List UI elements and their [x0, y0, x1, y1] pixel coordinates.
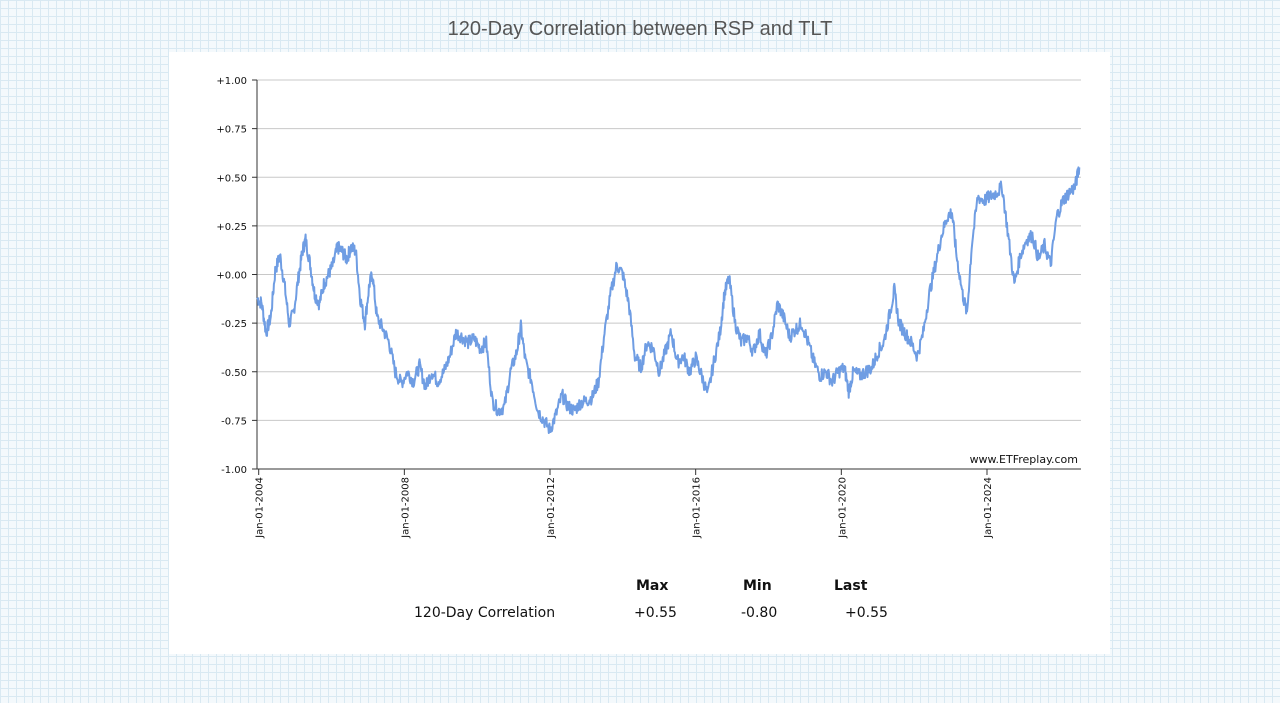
- y-tick-label: +0.50: [216, 173, 247, 184]
- y-tick-label: -0.25: [221, 319, 247, 330]
- summary-value-last: +0.55: [845, 605, 888, 621]
- x-tick-label: Jan-01-2004: [255, 477, 266, 539]
- x-tick-label: Jan-01-2008: [400, 477, 411, 539]
- x-tick-label: Jan-01-2020: [837, 477, 848, 539]
- y-tick-label: +1.00: [216, 76, 247, 87]
- y-tick-label: +0.00: [216, 271, 247, 282]
- series-line-120-day-correlation: [256, 166, 1081, 434]
- x-tick-label: Jan-01-2016: [692, 477, 703, 539]
- chart-card: +1.00 +0.75 +0.50 +0.25 +0.00 -0.25 -0.50 -0.75…: [169, 52, 1110, 654]
- y-tick-label: +0.25: [216, 222, 247, 233]
- summary-header-last: Last: [834, 578, 868, 594]
- summary-header-min: Min: [743, 578, 772, 594]
- summary-value-min: -0.80: [741, 605, 778, 621]
- y-tick-label: -0.75: [221, 416, 247, 427]
- summary-row-label: 120-Day Correlation: [414, 605, 556, 621]
- correlation-chart: +1.00 +0.75 +0.50 +0.25 +0.00 -0.25 -0.50 -0.75…: [216, 76, 1081, 539]
- watermark-text: www.ETFreplay.com: [970, 453, 1078, 466]
- y-tick-label: +0.75: [216, 125, 247, 136]
- y-tick-label: -0.50: [221, 368, 247, 379]
- summary-value-max: +0.55: [634, 605, 677, 621]
- y-tick-label: -1.00: [221, 465, 247, 476]
- summary-header-max: Max: [636, 578, 669, 594]
- x-tick-label: Jan-01-2012: [546, 477, 557, 539]
- chart-title: 120-Day Correlation between RSP and TLT: [447, 18, 833, 40]
- x-tick-label: Jan-01-2024: [983, 477, 994, 539]
